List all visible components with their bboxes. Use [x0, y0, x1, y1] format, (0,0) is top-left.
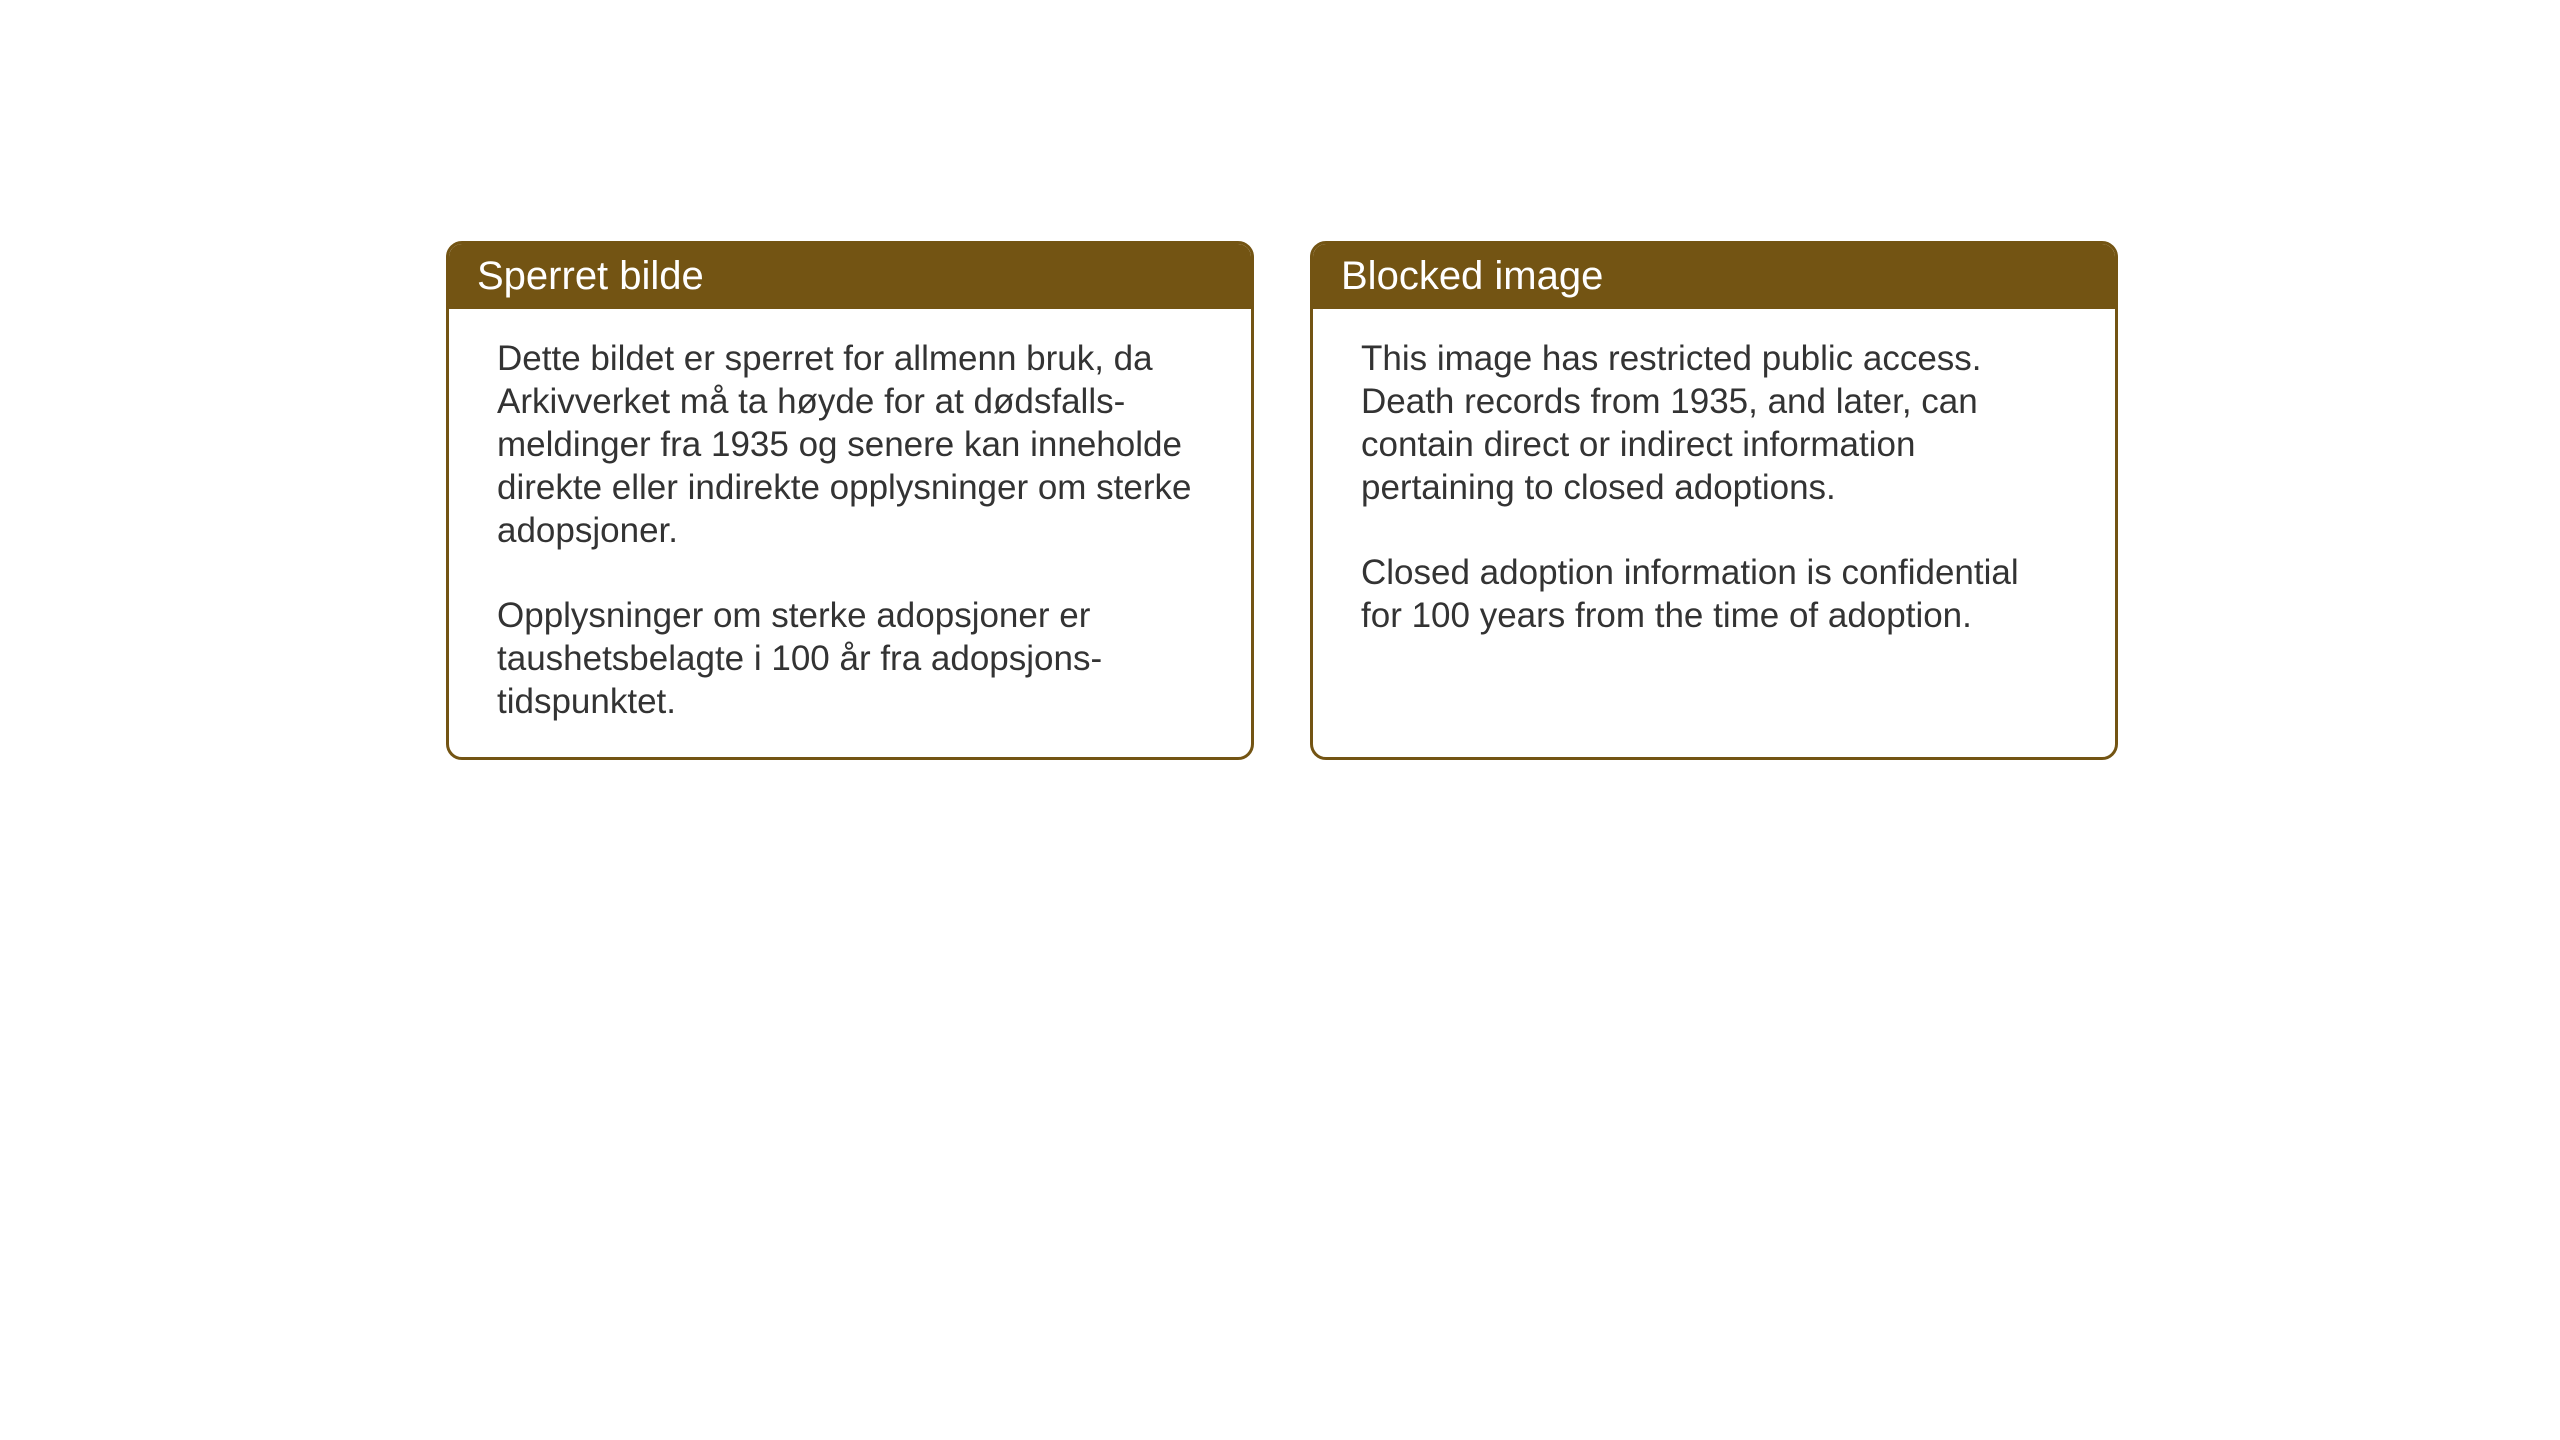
card-norwegian: Sperret bilde Dette bildet er sperret fo…: [446, 241, 1254, 760]
card-title-english: Blocked image: [1341, 254, 1603, 298]
card-body-english: This image has restricted public access.…: [1313, 309, 2115, 714]
card-english: Blocked image This image has restricted …: [1310, 241, 2118, 760]
card-header-english: Blocked image: [1313, 244, 2115, 309]
card-paragraph-norwegian-1: Dette bildet er sperret for allmenn bruk…: [497, 337, 1203, 552]
cards-container: Sperret bilde Dette bildet er sperret fo…: [446, 241, 2118, 760]
card-body-norwegian: Dette bildet er sperret for allmenn bruk…: [449, 309, 1251, 757]
card-paragraph-norwegian-2: Opplysninger om sterke adopsjoner er tau…: [497, 594, 1203, 723]
card-header-norwegian: Sperret bilde: [449, 244, 1251, 309]
card-paragraph-english-1: This image has restricted public access.…: [1361, 337, 2067, 509]
card-paragraph-english-2: Closed adoption information is confident…: [1361, 551, 2067, 637]
card-title-norwegian: Sperret bilde: [477, 254, 704, 298]
